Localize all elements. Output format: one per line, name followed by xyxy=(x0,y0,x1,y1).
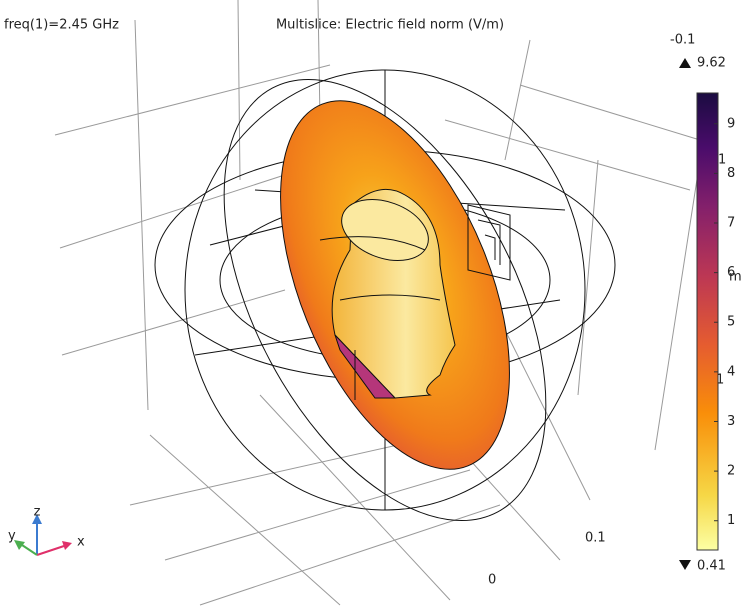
slice xyxy=(280,100,511,470)
scene-label: m xyxy=(729,270,742,285)
min-label: 0.41 xyxy=(697,559,726,574)
tick-label: 6 xyxy=(727,265,735,280)
tick-label: 9 xyxy=(727,116,735,131)
scene-label: 0.1 xyxy=(585,531,606,546)
tick-label: 8 xyxy=(727,166,735,181)
x-label: x xyxy=(77,535,85,550)
tick-label: 5 xyxy=(727,315,735,330)
tick-label: 3 xyxy=(727,414,735,429)
scene-label: 1 xyxy=(716,373,724,388)
min-marker xyxy=(679,560,691,570)
color-scale xyxy=(696,92,719,551)
tick-label: 1 xyxy=(727,513,735,528)
scene-label: 1 xyxy=(718,153,726,168)
scene-label: -0.1 xyxy=(670,33,695,48)
axis-triad: z x y xyxy=(8,505,85,556)
frequency-label: freq(1)=2.45 GHz xyxy=(4,18,119,33)
scene-labels: -0.1 0.1 0 1 m 1 xyxy=(488,33,742,588)
tick-label: 4 xyxy=(727,364,735,379)
max-marker xyxy=(679,58,691,68)
z-label: z xyxy=(34,505,41,520)
tick-label: 7 xyxy=(727,216,735,231)
plot-title: Multislice: Electric field norm (V/m) xyxy=(276,18,504,33)
y-label: y xyxy=(8,529,16,544)
max-label: 9.62 xyxy=(697,56,726,71)
colorbar: 9.62 0.41 1 2 3 4 5 6 7 8 9 xyxy=(679,56,735,574)
scene-label: 0 xyxy=(488,573,496,588)
tick-label: 2 xyxy=(727,464,735,479)
